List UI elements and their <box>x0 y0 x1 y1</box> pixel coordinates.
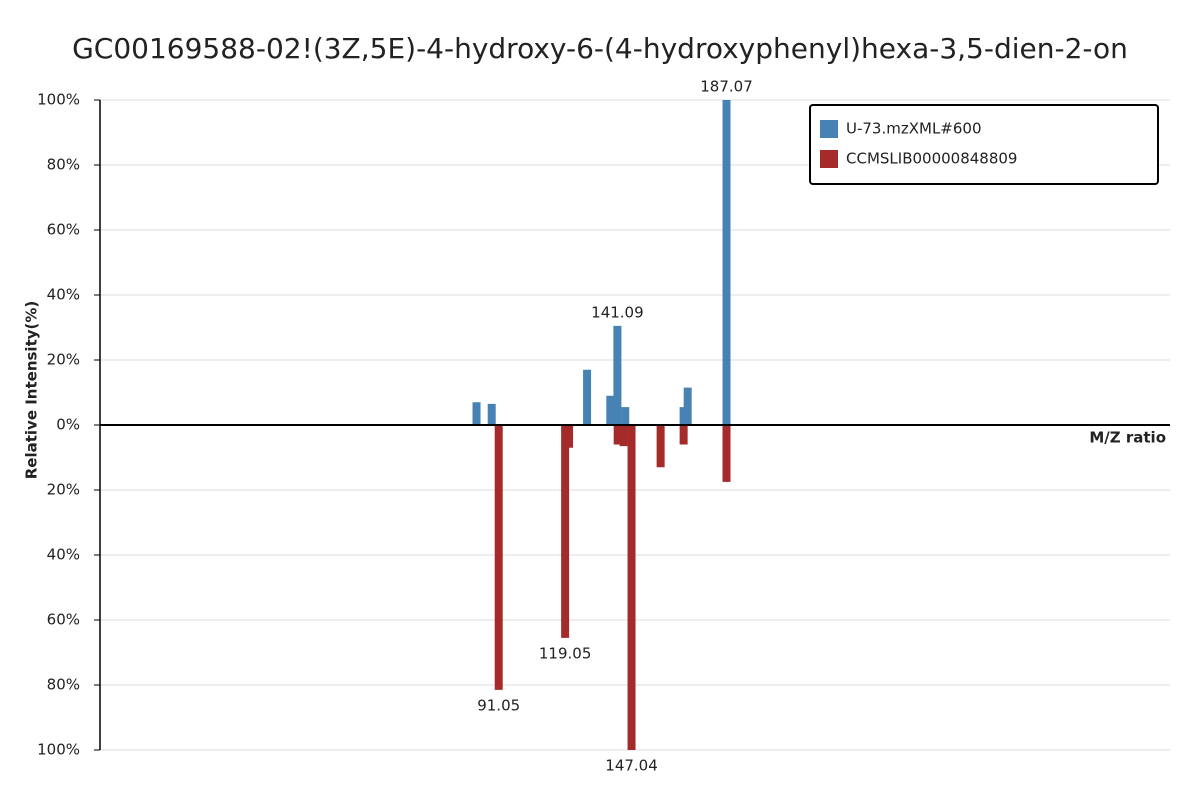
y-tick-label: 20% <box>47 481 80 499</box>
legend-swatch <box>820 150 838 168</box>
y-tick-label: 60% <box>47 611 80 629</box>
y-tick-label: 100% <box>37 741 80 759</box>
bar <box>722 100 731 425</box>
bar <box>656 425 665 468</box>
legend-swatch <box>820 120 838 138</box>
bar <box>494 425 503 690</box>
bar <box>606 395 615 425</box>
peak-label: 147.04 <box>605 757 658 775</box>
x-axis-label: M/Z ratio <box>1089 429 1166 447</box>
bar <box>583 369 592 425</box>
bar <box>565 425 574 448</box>
legend-label: U-73.mzXML#600 <box>846 120 982 138</box>
y-tick-label: 80% <box>47 676 80 694</box>
peak-label: 141.09 <box>591 303 644 321</box>
bar <box>619 425 628 447</box>
bar <box>683 387 692 425</box>
bar <box>613 325 622 425</box>
y-tick-label: 100% <box>37 91 80 109</box>
y-axis-label: Relative Intensity(%) <box>23 301 41 480</box>
y-tick-label: 0% <box>56 416 80 434</box>
y-tick-label: 60% <box>47 221 80 239</box>
chart-title: GC00169588-02!(3Z,5E)-4-hydroxy-6-(4-hyd… <box>72 32 1128 65</box>
y-tick-label: 20% <box>47 351 80 369</box>
y-tick-label: 40% <box>47 546 80 564</box>
bar <box>613 425 622 445</box>
bar <box>679 407 688 425</box>
bar <box>621 407 630 425</box>
bar <box>487 403 496 425</box>
peak-label: 91.05 <box>477 696 520 714</box>
peak-label: 119.05 <box>539 644 592 662</box>
peak-label: 187.07 <box>700 78 753 96</box>
legend-label: CCMSLIB00000848809 <box>846 150 1017 168</box>
bar <box>627 425 636 750</box>
legend-box <box>809 104 1159 185</box>
bar <box>472 402 481 425</box>
y-tick-label: 40% <box>47 286 80 304</box>
bar <box>679 425 688 445</box>
bar <box>722 425 731 482</box>
y-tick-label: 80% <box>47 156 80 174</box>
bar <box>561 425 570 638</box>
